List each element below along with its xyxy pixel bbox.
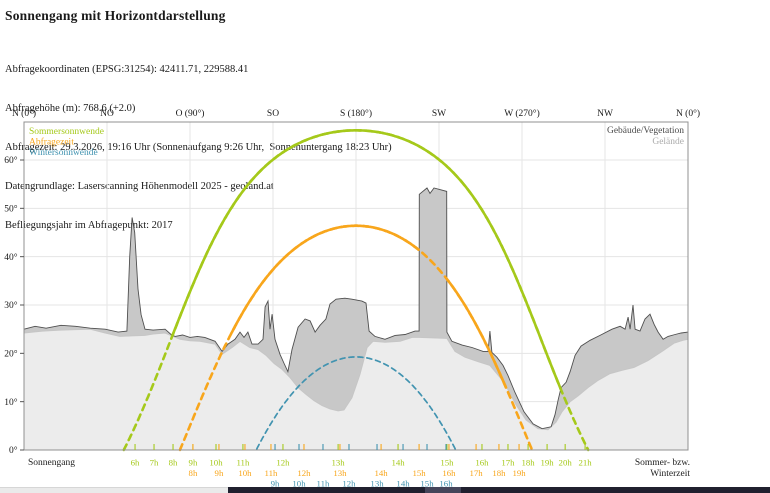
legend-abfragezeit: Abfragezeit — [29, 137, 74, 148]
meta-elevation: Abfragehöhe (m): 768.6 (+2.0) — [5, 103, 136, 114]
meta-query-time: Abfragezeit: 29.3.2026, 19:16 Uhr (Sonne… — [5, 142, 392, 153]
time-label-abfragezeit: 19h — [512, 468, 526, 478]
compass-label: NW — [597, 109, 613, 119]
meta-coordinates: Abfragekoordinaten (EPSG:31254): 42411.7… — [5, 64, 249, 75]
taskbar-item — [425, 487, 461, 493]
time-label-abfragezeit: 10h — [238, 468, 252, 478]
compass-label: N (0°) — [676, 108, 700, 119]
time-label-abfragezeit: 13h — [333, 468, 347, 478]
time-label-wintersonnwende: 14h — [396, 479, 410, 489]
y-axis-label: 40° — [4, 252, 18, 263]
time-label-sommersonnwende: 9h — [189, 458, 198, 468]
time-label-sommersonnwende: 14h — [391, 458, 405, 468]
time-label-sommersonnwende: 12h — [276, 458, 290, 468]
time-label-abfragezeit: 11h — [265, 468, 278, 478]
gebaeude-vegetation-horizon-edge — [23, 187, 689, 430]
compass-label: W (270°) — [504, 108, 540, 119]
time-label-abfragezeit: 17h — [469, 468, 483, 478]
time-label-wintersonnwende: 10h — [292, 479, 306, 489]
compass-label: NO — [100, 109, 114, 119]
legend-gelaende: Gelände — [652, 137, 684, 147]
time-label-sommersonnwende: 18h — [521, 458, 535, 468]
time-label-wintersonnwende: 15h — [420, 479, 434, 489]
time-label-sommersonnwende: 6h — [131, 458, 140, 468]
sun-path-abfragezeit-visible — [230, 224, 420, 335]
time-label-abfragezeit: 12h — [297, 468, 311, 478]
time-label-sommersonnwende: 8h — [169, 458, 178, 468]
time-label-wintersonnwende: 11h — [317, 479, 330, 489]
time-label-sommersonnwende: 16h — [475, 458, 489, 468]
time-label-abfragezeit: 8h — [189, 468, 198, 478]
query-metadata: Abfragekoordinaten (EPSG:31254): 42411.7… — [5, 37, 392, 258]
time-label-sommersonnwende: 20h — [559, 458, 573, 468]
meta-survey-year: Befliegungsjahr im Abfragepunkt: 2017 — [5, 220, 173, 231]
sun-path-sommersonnwende-visible — [171, 129, 562, 391]
time-label-abfragezeit: 9h — [215, 468, 224, 478]
y-axis-label: 60° — [4, 155, 18, 166]
taskbar-strip — [228, 487, 770, 493]
sun-path-wintersonnwende-hidden — [255, 356, 457, 450]
time-label-sommersonnwende: 21h — [578, 458, 592, 468]
legend-sommersonnwende: Sommersonnwende — [29, 127, 104, 137]
gelaende-horizon-fill — [24, 329, 688, 450]
time-label-wintersonnwende: 9h — [271, 479, 280, 489]
sun-path-abfragezeit-visible — [445, 278, 508, 389]
compass-label: SW — [432, 109, 446, 119]
time-label-sommersonnwende: 15h — [440, 458, 454, 468]
time-label-sommersonnwende: 11h — [236, 458, 249, 468]
plot-frame — [23, 121, 689, 451]
y-axis-label: 10° — [4, 397, 18, 408]
compass-label: SO — [267, 109, 279, 119]
time-label-sommersonnwende: 10h — [209, 458, 223, 468]
time-label-sommersonnwende: 13h — [332, 458, 346, 468]
time-label-sommersonnwende: 19h — [540, 458, 554, 468]
y-axis-label: 20° — [4, 349, 18, 360]
time-label-wintersonnwende: 12h — [342, 479, 356, 489]
footer-sonnengang-label: Sonnengang — [28, 458, 75, 468]
time-label-abfragezeit: 15h — [412, 468, 426, 478]
compass-label: S (180°) — [340, 108, 372, 119]
time-label-wintersonnwende: 13h — [370, 479, 384, 489]
time-label-abfragezeit: 18h — [492, 468, 506, 478]
meta-data-source: Datengrundlage: Laserscanning Höhenmodel… — [5, 181, 274, 192]
y-axis-label: 30° — [4, 300, 18, 311]
time-label-sommersonnwende: 7h — [150, 458, 159, 468]
y-axis-label: 50° — [4, 204, 18, 215]
legend-wintersonnwende: Wintersonnwende — [29, 148, 98, 158]
time-label-sommersonnwende: 17h — [501, 458, 515, 468]
compass-label: O (90°) — [176, 108, 205, 119]
time-label-abfragezeit: 14h — [374, 468, 388, 478]
window-edge-strip — [0, 487, 228, 493]
legend-gebaeude-vegetation: Gebäude/Vegetation — [607, 126, 684, 136]
compass-label: N (0°) — [12, 108, 36, 119]
y-axis-label: 0° — [9, 445, 18, 456]
page-title: Sonnengang mit Horizontdarstellung — [5, 8, 226, 23]
footer-summer-winter-line2: Winterzeit — [650, 469, 690, 479]
time-label-wintersonnwende: 16h — [439, 479, 453, 489]
footer-summer-winter-line1: Sommer- bzw. — [635, 458, 690, 468]
time-label-abfragezeit: 16h — [442, 468, 456, 478]
